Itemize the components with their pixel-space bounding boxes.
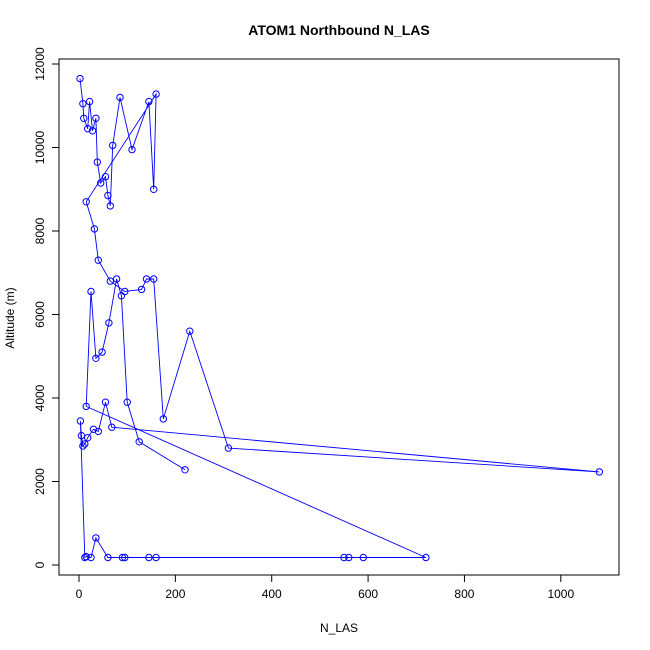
- y-tick-label: 0: [33, 561, 47, 568]
- data-point: [186, 327, 194, 335]
- data-point: [89, 425, 98, 433]
- data-point: [345, 553, 353, 562]
- data-point: [81, 440, 89, 448]
- data-point: [150, 275, 158, 283]
- data-point: [76, 74, 84, 83]
- x-tick-label: 800: [454, 587, 474, 601]
- data-point: [112, 275, 121, 283]
- x-tick-label: 0: [76, 587, 83, 601]
- y-axis: 0 2000 4000 6000 8000 10000 12000: [33, 47, 60, 568]
- data-point: [340, 553, 348, 562]
- data-point: [118, 553, 127, 562]
- data-point: [116, 93, 124, 102]
- y-tick-label: 4000: [33, 384, 47, 411]
- data-point: [88, 127, 97, 135]
- data-point: [181, 466, 189, 474]
- data-point: [94, 256, 103, 264]
- data-point: [224, 444, 233, 452]
- y-axis-label: Altitude (m): [3, 287, 17, 348]
- y-tick-label: 12000: [33, 47, 47, 81]
- data-point: [79, 100, 87, 108]
- data-point: [82, 198, 90, 206]
- x-tick-label: 1000: [547, 587, 574, 601]
- x-axis: 0 200 400 600 800 1000: [76, 574, 574, 601]
- data-point: [79, 442, 87, 450]
- x-axis-label: N_LAS: [320, 621, 358, 635]
- data-point: [117, 292, 126, 300]
- data-point: [109, 141, 117, 150]
- data-point: [106, 277, 115, 285]
- data-point: [104, 191, 112, 200]
- data-point: [98, 348, 106, 356]
- data-point: [97, 179, 105, 187]
- data-point: [150, 185, 158, 194]
- data-point: [359, 553, 367, 562]
- data-point: [137, 285, 146, 294]
- data-point: [145, 97, 153, 106]
- data-point: [84, 434, 92, 442]
- data-point: [121, 553, 129, 562]
- data-point: [82, 552, 90, 561]
- data-point: [104, 553, 112, 562]
- data-point: [105, 319, 113, 327]
- data-point: [87, 287, 95, 296]
- data-point: [422, 553, 430, 562]
- data-point: [123, 398, 131, 406]
- series-lines: [79, 78, 600, 559]
- data-point: [101, 398, 110, 406]
- series-line: [79, 78, 600, 559]
- data-point: [85, 97, 94, 106]
- y-tick-label: 10000: [33, 130, 47, 164]
- data-point: [135, 438, 143, 446]
- series-points: [76, 74, 603, 562]
- data-point: [595, 468, 603, 476]
- y-tick-label: 2000: [33, 468, 47, 495]
- chart-title: ATOM1 Northbound N_LAS: [248, 22, 429, 38]
- data-point: [77, 431, 86, 440]
- data-point: [84, 125, 92, 133]
- data-point: [94, 427, 103, 436]
- data-point: [90, 225, 99, 233]
- data-point: [152, 553, 160, 562]
- data-point: [152, 90, 160, 98]
- data-point: [87, 553, 95, 562]
- x-tick-label: 200: [165, 587, 185, 601]
- x-tick-label: 600: [358, 587, 378, 601]
- data-point: [142, 275, 151, 283]
- data-point: [101, 173, 110, 181]
- data-point: [80, 114, 88, 123]
- data-point: [108, 423, 116, 431]
- data-point: [159, 415, 168, 423]
- data-point: [92, 534, 100, 542]
- data-point: [145, 553, 153, 562]
- plot-frame: [58, 58, 620, 576]
- data-point: [92, 354, 100, 362]
- data-point: [76, 417, 85, 425]
- data-point: [93, 158, 102, 166]
- y-tick-label: 8000: [33, 217, 47, 244]
- data-point: [106, 202, 115, 210]
- data-point: [128, 145, 136, 154]
- data-point: [92, 114, 100, 123]
- y-tick-label: 6000: [33, 301, 47, 328]
- x-tick-label: 400: [262, 587, 282, 601]
- data-point: [82, 402, 90, 411]
